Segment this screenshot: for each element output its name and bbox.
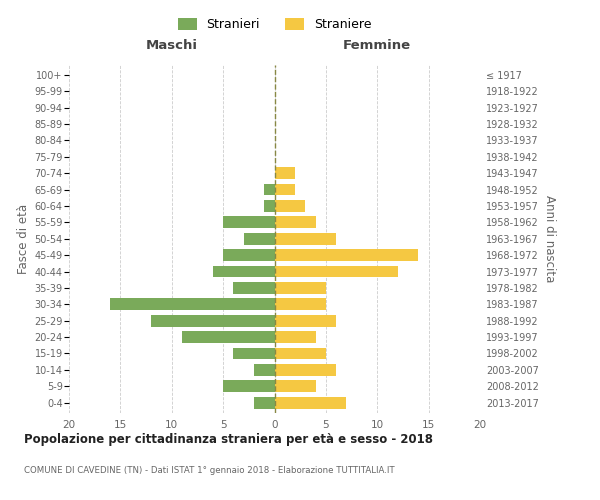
Bar <box>275 233 336 244</box>
Bar <box>275 380 316 392</box>
Bar <box>182 331 275 343</box>
Bar <box>233 348 275 360</box>
Bar <box>264 200 275 212</box>
Bar <box>264 184 275 196</box>
Bar <box>275 216 316 228</box>
Y-axis label: Fasce di età: Fasce di età <box>17 204 30 274</box>
Bar <box>254 397 275 408</box>
Bar <box>275 397 346 408</box>
Bar <box>110 298 275 310</box>
Bar <box>275 315 336 326</box>
Y-axis label: Anni di nascita: Anni di nascita <box>543 195 556 282</box>
Bar <box>244 233 275 244</box>
Bar <box>275 200 305 212</box>
Text: Popolazione per cittadinanza straniera per età e sesso - 2018: Popolazione per cittadinanza straniera p… <box>24 432 433 446</box>
Bar <box>223 380 275 392</box>
Bar <box>275 249 418 261</box>
Bar <box>223 249 275 261</box>
Bar <box>275 282 326 294</box>
Bar <box>275 331 316 343</box>
Text: Maschi: Maschi <box>146 39 198 52</box>
Bar <box>275 364 336 376</box>
Bar <box>275 348 326 360</box>
Bar <box>275 184 295 196</box>
Text: Femmine: Femmine <box>343 39 412 52</box>
Text: COMUNE DI CAVEDINE (TN) - Dati ISTAT 1° gennaio 2018 - Elaborazione TUTTITALIA.I: COMUNE DI CAVEDINE (TN) - Dati ISTAT 1° … <box>24 466 395 475</box>
Bar <box>233 282 275 294</box>
Bar <box>254 364 275 376</box>
Bar <box>275 168 295 179</box>
Bar <box>151 315 275 326</box>
Bar <box>223 216 275 228</box>
Bar <box>275 266 398 278</box>
Bar <box>275 298 326 310</box>
Bar <box>213 266 275 278</box>
Legend: Stranieri, Straniere: Stranieri, Straniere <box>178 18 371 31</box>
